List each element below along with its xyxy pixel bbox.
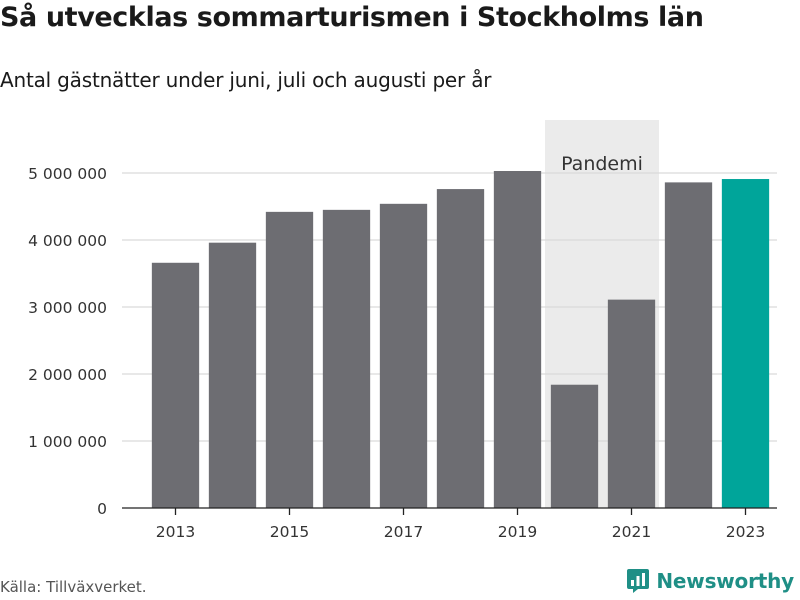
bar-2023 bbox=[721, 179, 770, 508]
x-tick-label: 2017 bbox=[384, 523, 423, 541]
bar-2017 bbox=[379, 203, 428, 508]
chart-subtitle: Antal gästnätter under juni, juli och au… bbox=[0, 68, 492, 92]
bar-2015 bbox=[265, 211, 314, 509]
bar-2022 bbox=[664, 182, 713, 508]
bar-2013 bbox=[151, 262, 200, 508]
x-tick-label: 2019 bbox=[498, 523, 537, 541]
x-tick-label: 2015 bbox=[270, 523, 309, 541]
y-tick-label: 4 000 000 bbox=[28, 232, 107, 250]
chart-title: Så utvecklas sommarturismen i Stockholms… bbox=[0, 2, 704, 33]
x-tick-label: 2023 bbox=[726, 523, 765, 541]
bar-2018 bbox=[436, 189, 485, 508]
y-tick-label: 2 000 000 bbox=[28, 366, 107, 384]
brand[interactable]: Newsworthy bbox=[626, 568, 794, 594]
y-tick-label: 0 bbox=[97, 500, 107, 518]
newsworthy-logo-icon bbox=[627, 569, 650, 593]
bar-2019 bbox=[493, 170, 542, 509]
y-tick-label: 5 000 000 bbox=[28, 165, 107, 183]
bar-2014 bbox=[208, 242, 257, 508]
y-tick-label: 1 000 000 bbox=[28, 433, 107, 451]
source-note: Källa: Tillväxverket. bbox=[0, 578, 147, 596]
bar-2021 bbox=[607, 299, 656, 508]
x-tick-label: 2021 bbox=[612, 523, 651, 541]
bar-2016 bbox=[322, 209, 371, 508]
y-tick-label: 3 000 000 bbox=[28, 299, 107, 317]
brand-name: Newsworthy bbox=[656, 569, 794, 593]
pandemic-label: Pandemi bbox=[561, 153, 643, 175]
bar-2020 bbox=[550, 384, 599, 508]
x-tick-label: 2013 bbox=[156, 523, 195, 541]
